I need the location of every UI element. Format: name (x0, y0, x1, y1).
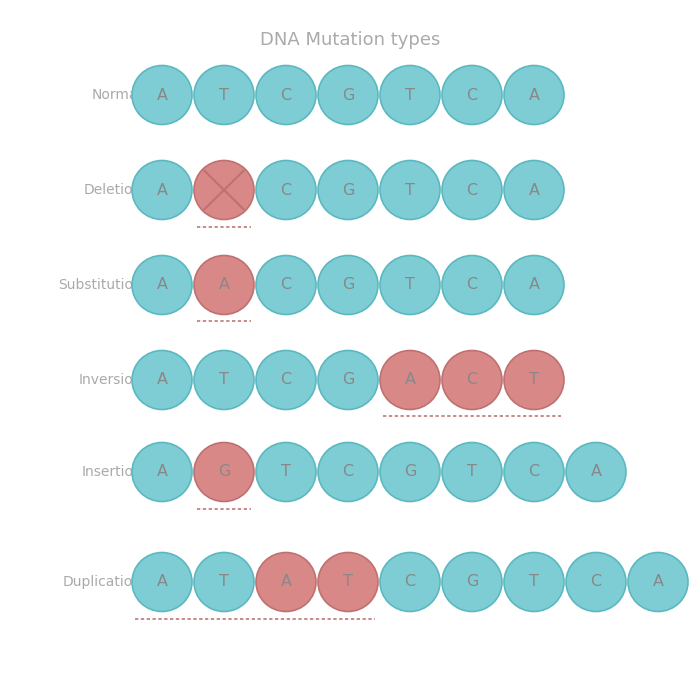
Text: A: A (528, 88, 540, 102)
Ellipse shape (380, 552, 440, 612)
Text: Deletion: Deletion (84, 183, 142, 197)
Ellipse shape (504, 160, 564, 220)
Text: T: T (405, 88, 415, 102)
Ellipse shape (504, 256, 564, 314)
Ellipse shape (256, 351, 316, 409)
Text: A: A (157, 183, 167, 197)
Ellipse shape (442, 256, 502, 314)
Text: G: G (342, 277, 354, 293)
Text: C: C (405, 575, 416, 589)
Ellipse shape (194, 256, 254, 314)
Text: G: G (342, 183, 354, 197)
Ellipse shape (380, 66, 440, 125)
Text: A: A (528, 183, 540, 197)
Ellipse shape (318, 66, 378, 125)
Text: Substitution: Substitution (58, 278, 142, 292)
Ellipse shape (442, 552, 502, 612)
Ellipse shape (504, 351, 564, 409)
Text: T: T (219, 372, 229, 388)
Text: A: A (652, 575, 664, 589)
Ellipse shape (132, 442, 192, 501)
Text: G: G (342, 372, 354, 388)
Text: C: C (342, 465, 354, 480)
Text: T: T (529, 372, 539, 388)
Ellipse shape (194, 351, 254, 409)
Ellipse shape (504, 442, 564, 501)
Ellipse shape (132, 66, 192, 125)
Text: A: A (157, 575, 167, 589)
Ellipse shape (380, 351, 440, 409)
Text: C: C (281, 372, 292, 388)
Ellipse shape (132, 160, 192, 220)
Text: T: T (219, 575, 229, 589)
Ellipse shape (442, 351, 502, 409)
Text: Insertion: Insertion (81, 465, 142, 479)
Ellipse shape (442, 66, 502, 125)
Text: C: C (590, 575, 601, 589)
Ellipse shape (380, 256, 440, 314)
Text: C: C (466, 88, 477, 102)
Ellipse shape (256, 66, 316, 125)
Text: C: C (281, 277, 292, 293)
Ellipse shape (566, 442, 626, 501)
Text: A: A (157, 88, 167, 102)
Text: A: A (528, 277, 540, 293)
Text: G: G (466, 575, 478, 589)
Ellipse shape (194, 442, 254, 501)
Ellipse shape (380, 160, 440, 220)
Ellipse shape (132, 552, 192, 612)
Text: G: G (218, 465, 230, 480)
Ellipse shape (566, 552, 626, 612)
Text: A: A (157, 277, 167, 293)
Text: G: G (342, 88, 354, 102)
Text: C: C (466, 183, 477, 197)
Ellipse shape (256, 256, 316, 314)
Ellipse shape (628, 552, 688, 612)
Text: C: C (281, 183, 292, 197)
Ellipse shape (318, 442, 378, 501)
Ellipse shape (194, 160, 254, 220)
Text: Duplication: Duplication (63, 575, 142, 589)
Text: A: A (405, 372, 416, 388)
Text: C: C (466, 372, 477, 388)
Ellipse shape (442, 442, 502, 501)
Text: Normal: Normal (92, 88, 142, 102)
Ellipse shape (318, 552, 378, 612)
Ellipse shape (504, 552, 564, 612)
Ellipse shape (318, 256, 378, 314)
Text: A: A (281, 575, 291, 589)
Ellipse shape (256, 552, 316, 612)
Text: C: C (466, 277, 477, 293)
Text: A: A (157, 465, 167, 480)
Text: T: T (405, 277, 415, 293)
Ellipse shape (380, 442, 440, 501)
Text: T: T (467, 465, 477, 480)
Text: A: A (157, 372, 167, 388)
Text: T: T (343, 575, 353, 589)
Ellipse shape (504, 66, 564, 125)
Ellipse shape (256, 160, 316, 220)
Text: C: C (528, 465, 540, 480)
Text: A: A (218, 277, 230, 293)
Ellipse shape (256, 442, 316, 501)
Text: C: C (281, 88, 292, 102)
Ellipse shape (132, 256, 192, 314)
Text: DNA Mutation types: DNA Mutation types (260, 31, 440, 49)
Text: A: A (591, 465, 601, 480)
Ellipse shape (194, 66, 254, 125)
Ellipse shape (442, 160, 502, 220)
Text: T: T (281, 465, 291, 480)
Text: Inversion: Inversion (78, 373, 142, 387)
Ellipse shape (194, 552, 254, 612)
Ellipse shape (132, 351, 192, 409)
Text: G: G (404, 465, 416, 480)
Text: T: T (219, 88, 229, 102)
Ellipse shape (318, 160, 378, 220)
Text: T: T (529, 575, 539, 589)
Text: T: T (405, 183, 415, 197)
Ellipse shape (318, 351, 378, 409)
